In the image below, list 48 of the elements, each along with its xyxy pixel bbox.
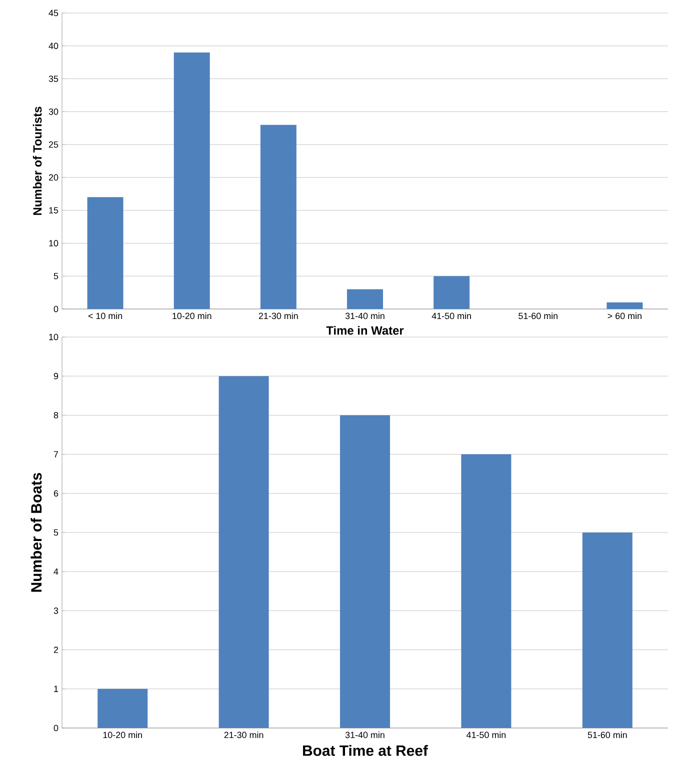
y-tick-label: 2 [54, 646, 58, 653]
y-tick-label: 0 [54, 306, 58, 312]
bar [98, 688, 148, 728]
y-tick-label: 1 [54, 686, 58, 692]
y-tick-label: 45 [48, 10, 58, 16]
bar [340, 415, 390, 728]
bar [606, 302, 643, 309]
x-tick-label: 21-30 min [224, 732, 264, 738]
x-tick-label: 21-30 min [258, 312, 298, 320]
x-tick-label: 31-40 min [345, 312, 384, 320]
bar [582, 532, 632, 728]
bar [461, 454, 512, 728]
y-axis-title: Number of Boats [30, 472, 42, 592]
x-tick-label: > 60 min [608, 312, 642, 320]
y-axis-title: Number of Tourists [32, 106, 42, 215]
y-tick-label: 5 [54, 529, 58, 536]
y-tick-label: 35 [48, 76, 58, 82]
x-tick-label: 51-60 min [518, 312, 558, 320]
x-tick-label: 41-50 min [466, 732, 506, 738]
bar [87, 197, 124, 309]
y-tick-label: 30 [48, 108, 58, 115]
x-axis-title: Time in Water [326, 326, 404, 335]
bar [347, 289, 384, 309]
y-tick-label: 10 [49, 240, 58, 246]
y-tick-label: 8 [54, 412, 58, 418]
y-tick-label: 9 [54, 372, 58, 380]
x-axis-title: Boat Time at Reef [303, 744, 428, 756]
y-tick-label: 5 [54, 272, 58, 280]
x-tick-label: 31-40 min [345, 732, 384, 738]
y-tick-label: 20 [48, 174, 58, 181]
y-tick-label: 25 [48, 141, 58, 148]
y-tick-label: 7 [54, 451, 58, 458]
x-tick-label: 10-20 min [172, 312, 212, 320]
x-tick-label: 51-60 min [588, 732, 627, 738]
y-tick-label: 40 [48, 42, 58, 50]
y-tick-label: 0 [54, 724, 58, 732]
y-tick-label: 6 [54, 490, 58, 497]
bar [218, 376, 269, 728]
y-tick-label: 10 [49, 334, 58, 340]
bar [260, 124, 296, 309]
x-tick-label: 10-20 min [103, 732, 142, 738]
x-tick-label: < 10 min [88, 312, 122, 320]
y-tick-label: 3 [54, 608, 58, 614]
bar [434, 276, 470, 309]
y-tick-label: 15 [49, 207, 58, 214]
x-tick-label: 41-50 min [432, 312, 471, 320]
bar [174, 52, 210, 309]
y-tick-label: 4 [54, 568, 58, 575]
